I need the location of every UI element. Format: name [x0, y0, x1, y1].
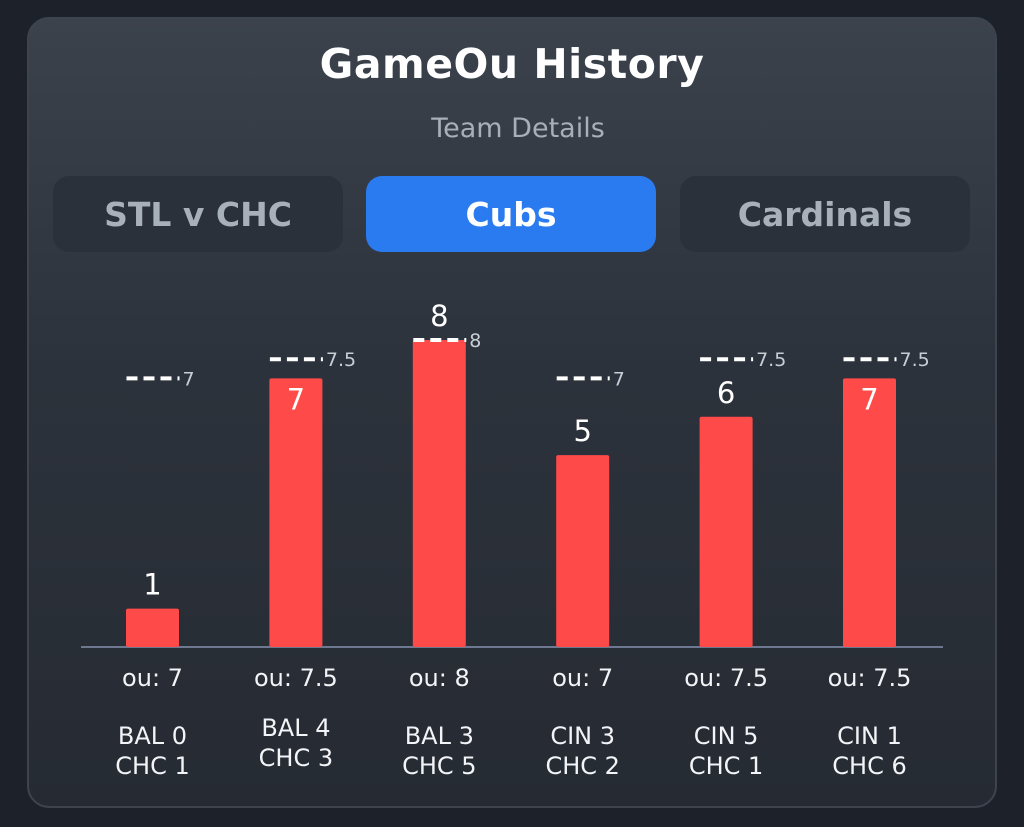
- page-title: GameOu History: [319, 40, 705, 88]
- score-line1: BAL 4: [261, 714, 331, 742]
- bar-value-label: 7: [287, 382, 305, 416]
- bar-5: [699, 416, 753, 647]
- score-line1: BAL 3: [404, 722, 474, 750]
- score-line2: CHC 6: [832, 752, 907, 780]
- score-line2: CHC 2: [545, 752, 620, 780]
- ou-label: ou: 7.5: [827, 664, 912, 692]
- ou-line-label: 8: [469, 330, 481, 352]
- bar-value-label: 1: [143, 568, 161, 602]
- bar-value-label: 7: [860, 382, 878, 416]
- bar-value-label: 8: [430, 299, 448, 333]
- score-line1: BAL 0: [117, 722, 188, 750]
- tab-cubs[interactable]: Cubs: [366, 176, 656, 252]
- ou-line-label: 7.5: [756, 349, 786, 371]
- ou-label: ou: 8: [408, 664, 470, 692]
- page-subtitle: Team Details: [431, 113, 605, 144]
- ou-line-label: 7.5: [900, 349, 930, 371]
- score-line1: CIN 5: [693, 722, 759, 750]
- ou-label: ou: 7: [122, 664, 183, 692]
- bar-2: [269, 378, 323, 647]
- bar-value-label: 5: [573, 414, 591, 448]
- score-line2: CHC 5: [402, 752, 477, 780]
- score-line2: CHC 1: [688, 752, 764, 780]
- bar-3: [412, 340, 466, 647]
- ou-label: ou: 7.5: [254, 664, 338, 692]
- bar-6: [843, 378, 896, 647]
- bar-1: [126, 608, 179, 647]
- ou-line-label: 7: [613, 368, 625, 390]
- history-card: [27, 17, 997, 808]
- score-line2: CHC 1: [115, 752, 190, 780]
- tab-stl-v-chc[interactable]: STL v CHC: [53, 176, 343, 252]
- score-line1: CIN 1: [837, 722, 902, 750]
- ou-line-label: 7: [183, 368, 195, 390]
- score-line1: CIN 3: [550, 722, 616, 750]
- ou-line-label: 7.5: [326, 349, 356, 371]
- bar-4: [556, 455, 610, 647]
- ou-label: ou: 7: [552, 664, 614, 692]
- bar-value-label: 6: [717, 376, 735, 410]
- score-line2: CHC 3: [258, 744, 334, 772]
- ou-label: ou: 7.5: [684, 664, 768, 692]
- tab-cardinals[interactable]: Cardinals: [680, 176, 970, 252]
